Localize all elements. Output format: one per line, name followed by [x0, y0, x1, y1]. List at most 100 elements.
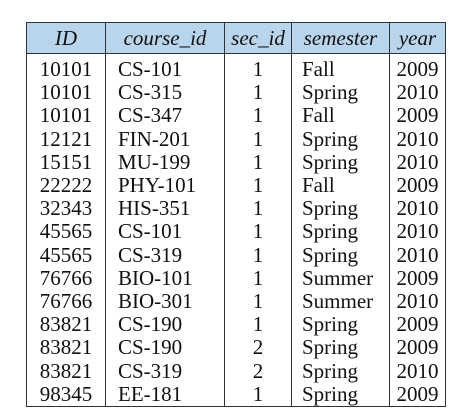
table-row: 10101 CS-315 1 Spring 2010 [26, 81, 446, 105]
table-row: 76766 BIO-101 1 Summer 2009 [26, 266, 446, 290]
cell-semester: Spring [291, 220, 390, 244]
cell-course-id: BIO-101 [105, 266, 225, 290]
table-row: 10101 CS-101 1 Fall 2009 [26, 58, 446, 82]
cell-sec-id: 1 [224, 127, 292, 151]
cell-semester: Spring [291, 382, 390, 407]
cell-sec-id: 1 [224, 220, 292, 244]
cell-course-id: PHY-101 [105, 173, 225, 198]
cell-course-id: CS-319 [105, 243, 225, 267]
cell-sec-id: 1 [224, 58, 292, 82]
table-body: 10101 CS-101 1 Fall 2009 10101 CS-315 1 Spring 20… [26, 53, 446, 407]
cell-id: 10101 [26, 81, 106, 105]
cell-course-id: FIN-201 [105, 127, 225, 151]
cell-course-id: CS-101 [105, 220, 225, 244]
table-row: 83821 CS-319 2 Spring 2010 [26, 359, 446, 383]
table-row: 83821 CS-190 2 Spring 2009 [26, 336, 446, 360]
table-row: 76766 BIO-301 1 Summer 2010 [26, 289, 446, 314]
cell-id: 15151 [26, 150, 106, 174]
table-row: 15151 MU-199 1 Spring 2010 [26, 150, 446, 174]
cell-sec-id: 1 [224, 173, 292, 198]
cell-id: 10101 [26, 58, 106, 82]
header-row: ID course_id sec_id semester year [26, 22, 446, 54]
table-row: 45565 CS-101 1 Spring 2010 [26, 220, 446, 244]
cell-course-id: CS-190 [105, 313, 225, 337]
cell-sec-id: 2 [224, 359, 292, 383]
cell-year: 2009 [389, 313, 446, 337]
cell-sec-id: 1 [224, 313, 292, 337]
cell-semester: Fall [291, 104, 390, 128]
cell-year: 2010 [389, 243, 446, 267]
cell-year: 2010 [389, 127, 446, 151]
table-row: 45565 CS-319 1 Spring 2010 [26, 243, 446, 267]
cell-course-id: BIO-301 [105, 289, 225, 314]
cell-sec-id: 1 [224, 197, 292, 221]
cell-sec-id: 1 [224, 266, 292, 290]
cell-id: 98345 [26, 382, 106, 407]
cell-semester: Spring [291, 359, 390, 383]
cell-year: 2009 [389, 104, 446, 128]
cell-sec-id: 2 [224, 336, 292, 360]
cell-id: 76766 [26, 266, 106, 290]
cell-year: 2009 [389, 382, 446, 407]
cell-semester: Fall [291, 173, 390, 198]
header-sec-id: sec_id [224, 22, 292, 54]
cell-semester: Spring [291, 81, 390, 105]
cell-semester: Spring [291, 243, 390, 267]
cell-id: 32343 [26, 197, 106, 221]
header-gap-row [26, 53, 446, 58]
cell-course-id: MU-199 [105, 150, 225, 174]
header-id: ID [26, 22, 106, 54]
header-semester: semester [291, 22, 390, 54]
cell-sec-id: 1 [224, 289, 292, 314]
cell-id: 45565 [26, 220, 106, 244]
cell-id: 22222 [26, 173, 106, 198]
teaches-table-container: ID course_id sec_id semester year 10101 C… [26, 22, 446, 407]
cell-year: 2010 [389, 81, 446, 105]
cell-course-id: CS-319 [105, 359, 225, 383]
cell-semester: Spring [291, 197, 390, 221]
cell-id: 83821 [26, 336, 106, 360]
table-row: 12121 FIN-201 1 Spring 2010 [26, 127, 446, 151]
cell-semester: Summer [291, 289, 390, 314]
cell-course-id: HIS-351 [105, 197, 225, 221]
cell-semester: Spring [291, 150, 390, 174]
cell-course-id: CS-315 [105, 81, 225, 105]
cell-course-id: CS-347 [105, 104, 225, 128]
cell-course-id: CS-190 [105, 336, 225, 360]
cell-sec-id: 1 [224, 150, 292, 174]
cell-year: 2010 [389, 289, 446, 314]
cell-year: 2009 [389, 266, 446, 290]
cell-id: 83821 [26, 359, 106, 383]
cell-year: 2010 [389, 197, 446, 221]
cell-year: 2010 [389, 220, 446, 244]
cell-id: 10101 [26, 104, 106, 128]
table-row: 10101 CS-347 1 Fall 2009 [26, 104, 446, 128]
cell-year: 2009 [389, 173, 446, 198]
header-course-id: course_id [105, 22, 225, 54]
cell-id: 45565 [26, 243, 106, 267]
cell-sec-id: 1 [224, 382, 292, 407]
cell-sec-id: 1 [224, 243, 292, 267]
cell-semester: Spring [291, 313, 390, 337]
header-year: year [389, 22, 446, 54]
table-row: 98345 EE-181 1 Spring 2009 [26, 382, 446, 407]
cell-id: 76766 [26, 289, 106, 314]
cell-course-id: CS-101 [105, 58, 225, 82]
cell-course-id: EE-181 [105, 382, 225, 407]
cell-year: 2010 [389, 150, 446, 174]
cell-semester: Spring [291, 127, 390, 151]
cell-id: 12121 [26, 127, 106, 151]
table-row: 83821 CS-190 1 Spring 2009 [26, 313, 446, 337]
cell-id: 83821 [26, 313, 106, 337]
table-row: 22222 PHY-101 1 Fall 2009 [26, 173, 446, 198]
cell-sec-id: 1 [224, 104, 292, 128]
cell-semester: Summer [291, 266, 390, 290]
teaches-table: ID course_id sec_id semester year 10101 C… [26, 22, 446, 407]
cell-sec-id: 1 [224, 81, 292, 105]
table-row: 32343 HIS-351 1 Spring 2010 [26, 197, 446, 221]
gap-cell [389, 53, 446, 58]
cell-semester: Spring [291, 336, 390, 360]
cell-year: 2009 [389, 58, 446, 82]
cell-semester: Fall [291, 58, 390, 82]
cell-year: 2009 [389, 336, 446, 360]
